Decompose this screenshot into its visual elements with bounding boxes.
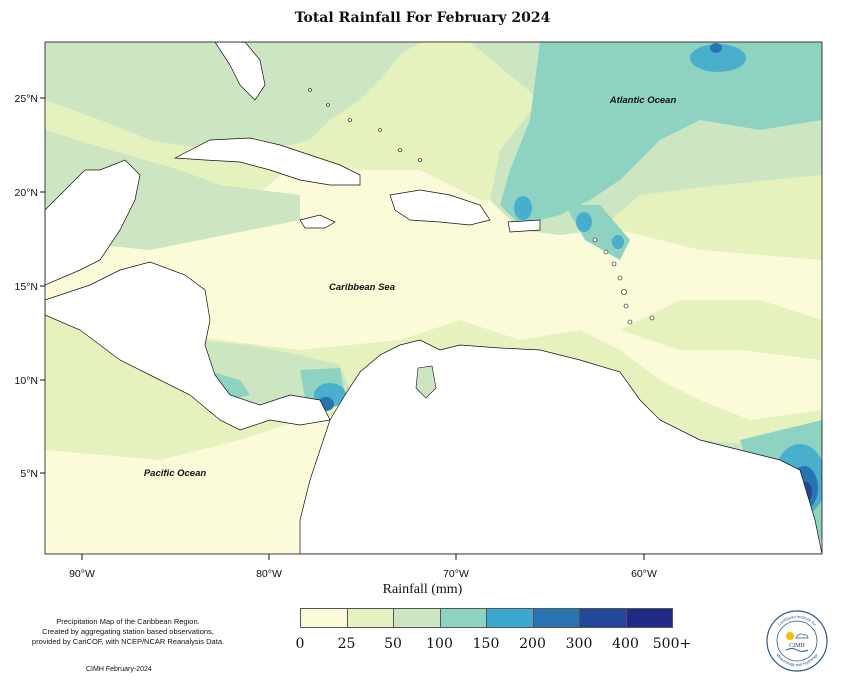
map-description: Precipitation Map of the Caribbean Regio… (8, 617, 248, 647)
legend-swatch (532, 608, 580, 628)
description-line: provided by CariCOF, with NCEP/NCAR Rean… (31, 637, 225, 646)
legend-swatch (579, 608, 627, 628)
lesser-antilles (308, 88, 655, 325)
pacific-ocean-label: Pacific Ocean (144, 468, 207, 479)
legend-label: 25 (337, 636, 356, 652)
description-line: Precipitation Map of the Caribbean Regio… (56, 617, 200, 626)
legend-label: 50 (384, 636, 402, 652)
legend-label: 300 (565, 636, 593, 652)
rainfall-map: 25°N 20°N 15°N 10°N 5°N 90°W 80°W 70°W 6… (15, 41, 823, 580)
lat-axis: 25°N 20°N 15°N 10°N 5°N (15, 93, 45, 480)
cloud-icon (795, 633, 809, 639)
legend-swatch (393, 608, 441, 628)
legend-label: 100 (426, 636, 453, 652)
map-credit: CIMH February-2024 (86, 666, 152, 673)
lon-tick-label: 60°W (631, 568, 657, 580)
map-title: Total Rainfall For February 2024 (294, 10, 551, 26)
legend-label: 150 (472, 636, 500, 652)
description-line: Created by aggregating station based obs… (42, 627, 214, 636)
lat-tick-label: 5°N (20, 468, 38, 480)
legend-swatch (300, 608, 348, 628)
map-frame (44, 41, 823, 555)
atlantic-ocean-label: Atlantic Ocean (609, 95, 677, 106)
sun-icon (786, 632, 794, 640)
lake-maracaibo (415, 365, 437, 399)
legend-label: 400 (612, 636, 639, 652)
lon-axis: 90°W 80°W 70°W 60°W (69, 554, 657, 580)
caribbean-sea-label: Caribbean Sea (329, 282, 395, 293)
cimh-logo: Caribbean Institute for Meteorology and … (766, 610, 828, 672)
lat-tick-label: 15°N (15, 281, 38, 293)
lon-tick-label: 90°W (69, 568, 95, 580)
lat-tick-label: 10°N (15, 375, 38, 387)
lon-tick-label: 70°W (443, 568, 469, 580)
legend-title: Rainfall (mm) (382, 582, 463, 597)
legend-label: 200 (519, 636, 546, 652)
legend-swatch (439, 608, 487, 628)
lat-tick-label: 25°N (15, 93, 38, 105)
lon-tick-label: 80°W (256, 568, 282, 580)
legend-label: 0 (295, 636, 305, 652)
wave-icon (785, 648, 809, 652)
legend-swatch (486, 608, 534, 628)
legend-swatch (346, 608, 394, 628)
logo-text: CIMH (789, 643, 805, 649)
legend-label: 500+ (652, 636, 692, 652)
legend-swatch (625, 608, 673, 628)
lat-tick-label: 20°N (15, 187, 38, 199)
